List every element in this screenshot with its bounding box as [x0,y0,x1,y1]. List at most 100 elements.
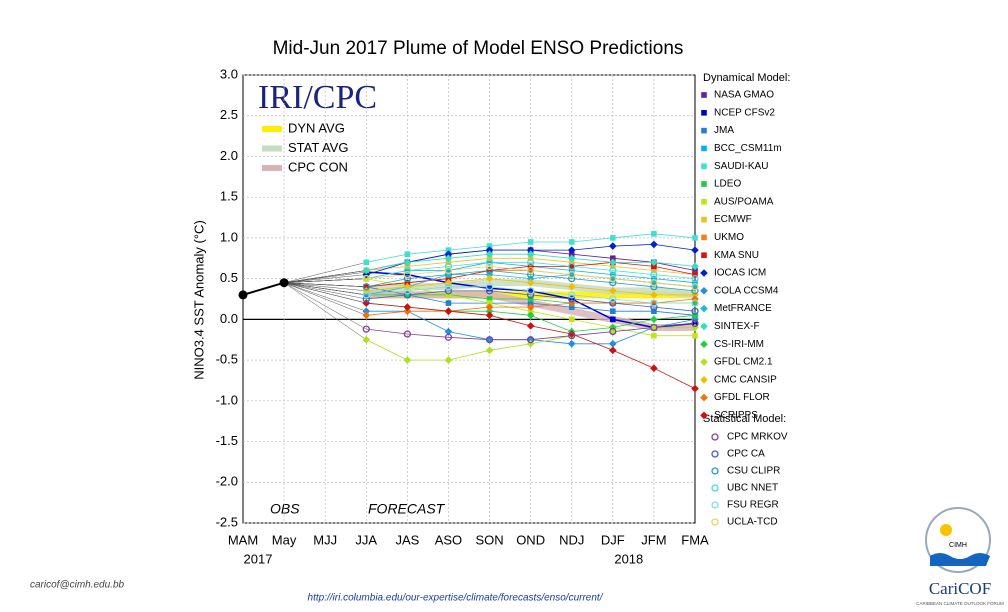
fan-line [284,278,367,283]
marker-square [692,267,698,274]
marker-square [445,300,452,306]
marker-circle [711,484,719,492]
marker-square [701,252,707,258]
marker-diamond [691,315,699,324]
marker-square [527,267,534,274]
marker-square [701,110,707,116]
legend-label: UCLA-TCD [727,517,778,528]
marker-diamond [691,262,699,271]
marker-square [527,300,534,306]
marker-square [692,300,698,306]
legend-label: COLA CCSM4 [714,285,779,296]
marker-square [610,263,616,270]
marker-circle [568,332,576,340]
marker-diamond [485,303,494,311]
footer-url: http://iri.columbia.edu/our-expertise/cl… [308,593,604,604]
legend-label: DYN AVG [288,120,345,135]
legend-label: CMC CANSIP [714,374,777,385]
marker-circle [568,262,576,271]
marker-circle [691,274,699,283]
marker-diamond [567,282,576,291]
marker-diamond [691,291,699,299]
fan-line [283,282,367,316]
marker-circle [526,291,535,299]
marker-diamond [444,356,453,364]
marker-square [651,263,657,270]
marker-circle [444,283,453,291]
marker-diamond [526,303,535,311]
y-tick-label: -2.0 [216,474,238,489]
observed-point [238,290,248,300]
marker-diamond [700,358,708,366]
marker-circle [444,270,453,279]
marker-circle [403,270,412,279]
y-tick-label: 3.0 [220,66,238,81]
y-tick-label: -2.5 [216,514,238,529]
marker-diamond [650,364,658,373]
x-tick-label: OND [516,532,545,547]
logo-tagline: CARIBBEAN CLIMATE OUTLOOK FORUM [916,601,1004,606]
marker-circle [526,336,535,344]
marker-diamond [485,311,494,320]
footer-email: caricof@cimh.edu.bb [30,580,125,591]
legend-label: ECMWF [714,214,752,225]
marker-diamond [362,307,371,316]
marker-square [363,283,370,290]
marker-diamond [485,246,494,254]
logo-text: IRI/CPC [258,79,377,116]
marker-square [568,239,575,245]
y-tick-label: -1.0 [216,392,238,407]
marker-square [651,308,657,315]
marker-diamond [700,304,708,313]
marker-diamond [362,335,371,344]
marker-diamond [526,274,535,283]
marker-square [486,267,493,274]
legend-label: UBC NNET [727,483,778,494]
marker-circle [403,274,412,283]
marker-square [527,296,534,302]
marker-square [445,292,452,298]
marker-diamond [526,246,535,254]
marker-square [651,275,657,282]
marker-circle [711,501,719,509]
marker-diamond [691,384,699,393]
marker-square [363,275,370,282]
y-tick-label: -0.5 [216,352,238,367]
marker-diamond [362,270,371,279]
marker-diamond [691,323,699,332]
marker-circle [526,287,535,295]
legend-label: SINTEX-F [714,321,760,332]
marker-circle [444,333,453,341]
marker-square [445,267,452,274]
marker-diamond [362,266,371,275]
fan-line [284,262,367,283]
fan-line [284,271,367,283]
marker-diamond [567,254,576,263]
marker-diamond [609,242,617,250]
marker-square [701,234,707,241]
marker-circle [691,299,699,307]
marker-square [568,251,575,257]
y-tick-label: 2.5 [220,107,238,122]
legend-label: AUS/POAMA [714,196,774,207]
legend-title: Statistical Model: [703,413,786,425]
marker-square [404,279,411,286]
marker-square [692,271,698,278]
legend-label: NCEP CFSv2 [714,107,775,118]
marker-diamond [700,287,708,295]
marker-square [486,243,493,249]
fan-line [284,282,367,312]
year-label: 2017 [244,551,273,566]
marker-square [486,259,493,266]
marker-square [692,320,698,327]
marker-circle [609,274,617,283]
marker-circle [568,274,576,283]
x-tick-label: JAS [395,532,419,547]
marker-circle [650,283,658,291]
marker-square [610,271,616,278]
marker-square [701,199,707,205]
legend-label: JMA [714,125,734,136]
marker-diamond [700,340,708,348]
marker-circle [711,450,719,458]
